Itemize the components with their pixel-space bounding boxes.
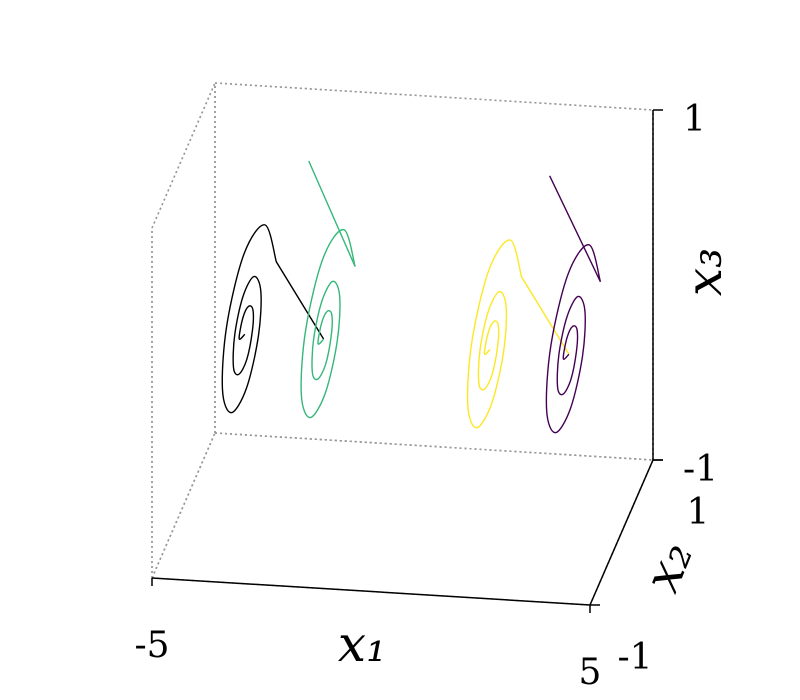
y-axis [589,459,654,606]
x-tick-label: 5 [579,652,602,693]
x-tick-label: -5 [134,625,169,666]
grid-line [214,432,654,461]
x-axis [151,577,591,606]
grid-line [151,82,216,229]
trajectory [221,224,325,414]
trajectory [545,175,602,434]
z-tick-label: 1 [683,99,706,140]
trajectory [300,160,356,419]
y-tick-label: -1 [617,637,652,678]
y-axis-label: x₂ [632,533,704,599]
pane-edge [151,432,216,579]
pane-edge [151,82,216,229]
grid-line [151,432,216,579]
z-tick-label: -1 [683,449,718,490]
grid-line [214,82,654,111]
z-axis-label: x₃ [675,248,733,296]
grid-line [151,432,216,579]
y-tick-label: 1 [687,492,710,533]
trajectory [466,239,570,429]
x-axis-label: x₁ [338,615,386,673]
